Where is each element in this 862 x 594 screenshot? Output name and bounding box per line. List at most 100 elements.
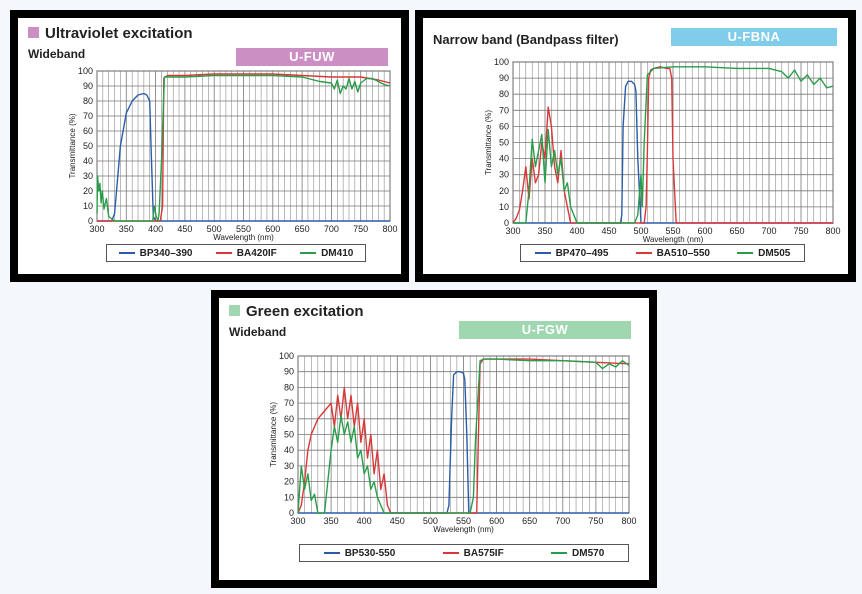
legend-item: BA510–550 (635, 247, 710, 259)
chart-title-text: Green excitation (246, 303, 364, 320)
x-tick-label: 450 (177, 224, 192, 234)
x-tick-label: 800 (621, 516, 636, 526)
y-tick-label: 90 (83, 81, 93, 91)
y-tick-label: 100 (494, 57, 509, 67)
chart-legend: BP470–495 BA510–550 DM505 (520, 244, 805, 262)
x-tick-label: 300 (89, 224, 104, 234)
x-tick-label: 650 (522, 516, 537, 526)
y-tick-label: 70 (499, 105, 509, 115)
legend-item: DM505 (737, 248, 790, 259)
y-tick-label: 20 (499, 186, 509, 196)
y-tick-label: 30 (499, 170, 509, 180)
legend-label: BP470–495 (555, 247, 609, 259)
series-line-bp530-550 (298, 370, 629, 514)
x-tick-label: 300 (505, 226, 520, 236)
y-axis-label: Transmittance (%) (484, 110, 493, 175)
legend-item: DM410 (300, 248, 353, 259)
legend-label: DM410 (321, 247, 354, 259)
x-tick-label: 700 (555, 516, 570, 526)
y-tick-label: 70 (83, 111, 93, 121)
legend-swatch (118, 252, 135, 254)
legend-label: BA420IF (236, 247, 277, 259)
legend-swatch (534, 252, 551, 254)
panel-ultraviolet: Ultraviolet excitation Wideband U-FUW 30… (10, 10, 409, 282)
x-tick-label: 450 (601, 226, 616, 236)
x-tick-label: 650 (295, 224, 310, 234)
transmittance-chart: 300 350 400 450 500 550 600 650 700 750 800 0 10 20 30… (68, 66, 398, 242)
y-tick-label: 90 (499, 73, 509, 83)
y-tick-label: 40 (83, 156, 93, 166)
y-tick-label: 70 (284, 398, 294, 408)
x-tick-label: 800 (825, 226, 840, 236)
y-tick-label: 20 (83, 186, 93, 196)
legend-label: BA575IF (463, 547, 504, 559)
y-tick-label: 80 (83, 96, 93, 106)
x-tick-label: 600 (697, 226, 712, 236)
legend-swatch (442, 552, 459, 554)
x-tick-label: 350 (537, 226, 552, 236)
filter-code-badge: U-FBNA (671, 28, 837, 46)
x-tick-label: 350 (119, 224, 134, 234)
series-line-bp340-390 (97, 92, 390, 222)
y-tick-label: 10 (284, 492, 294, 502)
series-line-dm410 (96, 74, 391, 222)
series-line-dm505 (513, 66, 834, 224)
y-tick-label: 50 (284, 430, 294, 440)
x-tick-label: 400 (569, 226, 584, 236)
series-line-dm570 (297, 358, 630, 514)
legend-item: BA575IF (442, 547, 504, 559)
x-tick-label: 500 (207, 224, 222, 234)
y-tick-label: 100 (78, 66, 93, 76)
y-tick-label: 10 (83, 201, 93, 211)
legend-label: BA510–550 (656, 247, 710, 259)
legend-swatch (635, 252, 652, 254)
chart-legend: BP530-550 BA575IF DM570 (299, 544, 629, 562)
y-axis-label: Transmittance (%) (269, 402, 278, 467)
x-tick-label: 750 (793, 226, 808, 236)
y-tick-label: 60 (83, 126, 93, 136)
y-tick-label: 20 (284, 477, 294, 487)
chart-subtitle: Wideband (229, 325, 287, 339)
chart-title: Narrow band (Bandpass filter) (433, 32, 619, 47)
x-tick-label: 450 (390, 516, 405, 526)
legend-item: BP530-550 (323, 547, 396, 559)
x-tick-label: 350 (324, 516, 339, 526)
x-tick-label: 600 (489, 516, 504, 526)
title-color-marker (229, 305, 240, 316)
legend-label: BP530-550 (344, 547, 396, 559)
y-tick-label: 50 (499, 138, 509, 148)
x-tick-label: 400 (148, 224, 163, 234)
x-tick-label: 700 (324, 224, 339, 234)
y-tick-label: 80 (499, 89, 509, 99)
panel-narrow-band: Narrow band (Bandpass filter) U-FBNA 300… (415, 10, 856, 282)
legend-swatch (737, 252, 754, 254)
y-tick-label: 0 (88, 216, 93, 226)
legend-swatch (215, 252, 232, 254)
y-tick-label: 40 (499, 154, 509, 164)
panel-green-excitation-content: Green excitation Wideband U-FGW 300 350 40… (219, 298, 649, 580)
chart-title: Ultraviolet excitation (28, 25, 193, 42)
y-tick-label: 40 (284, 445, 294, 455)
y-tick-label: 90 (284, 367, 294, 377)
series-line-ba420if (97, 73, 391, 222)
x-tick-label: 650 (729, 226, 744, 236)
y-tick-label: 0 (289, 508, 294, 518)
x-tick-label: 750 (353, 224, 368, 234)
panel-green-excitation: Green excitation Wideband U-FGW 300 350 40… (211, 290, 657, 588)
y-tick-label: 60 (499, 121, 509, 131)
x-axis-label: Wavelength (nm) (433, 525, 494, 534)
x-tick-label: 750 (588, 516, 603, 526)
legend-label: DM570 (572, 547, 605, 559)
x-tick-label: 550 (665, 226, 680, 236)
transmittance-chart: 300 350 400 450 500 550 600 650 700 750 800 0 10 20 30… (269, 351, 637, 534)
panel-ultraviolet-content: Ultraviolet excitation Wideband U-FUW 30… (18, 18, 401, 274)
title-color-marker (28, 27, 39, 38)
y-tick-label: 30 (284, 461, 294, 471)
x-tick-label: 500 (633, 226, 648, 236)
x-tick-label: 400 (357, 516, 372, 526)
y-tick-label: 100 (279, 351, 294, 361)
x-tick-label: 600 (265, 224, 280, 234)
panel-narrow-band-content: Narrow band (Bandpass filter) U-FBNA 300… (423, 18, 848, 274)
x-tick-label: 550 (456, 516, 471, 526)
legend-item: BP470–495 (534, 247, 609, 259)
